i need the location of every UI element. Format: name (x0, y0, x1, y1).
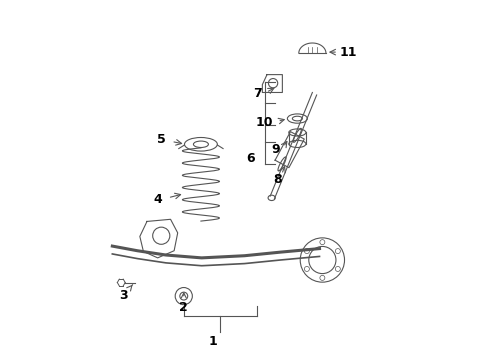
Text: 8: 8 (272, 173, 281, 186)
Text: 10: 10 (255, 116, 272, 129)
Text: 1: 1 (208, 335, 217, 348)
Text: 4: 4 (153, 193, 162, 206)
Text: 6: 6 (246, 152, 255, 165)
Text: 11: 11 (339, 46, 356, 59)
Text: 2: 2 (179, 293, 188, 314)
Text: 5: 5 (157, 134, 165, 147)
Text: 3: 3 (119, 285, 132, 302)
Text: 7: 7 (252, 87, 261, 100)
Text: 9: 9 (270, 144, 279, 157)
